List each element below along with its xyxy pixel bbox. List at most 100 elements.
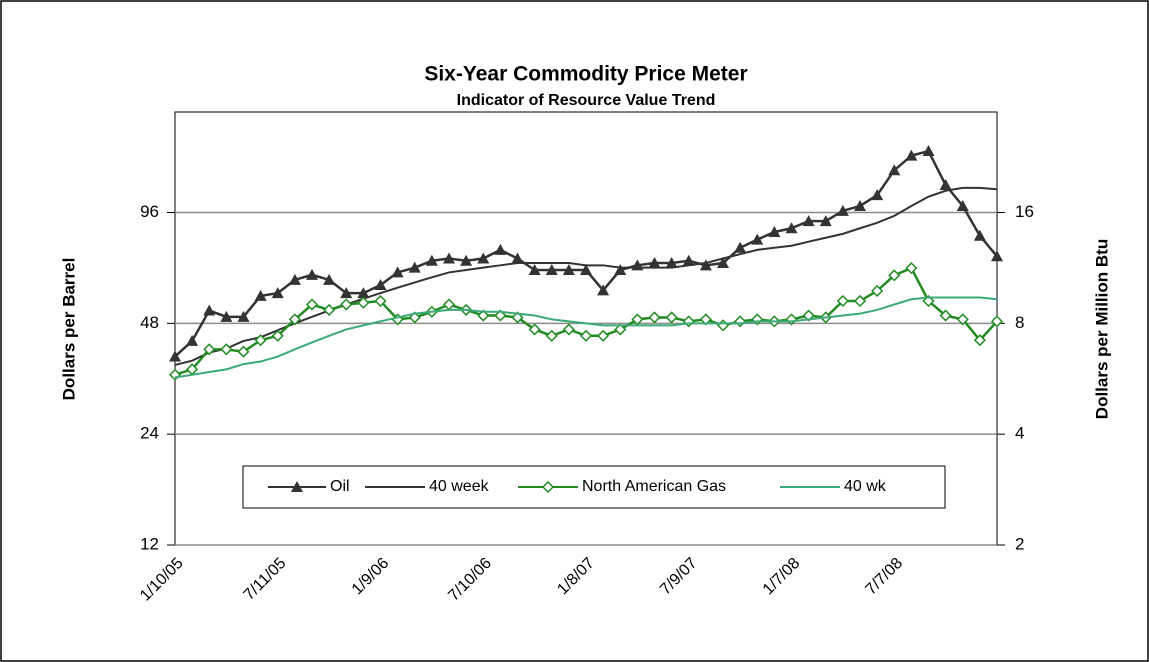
data-point: [579, 329, 593, 342]
data-point: [545, 264, 558, 276]
y-tick-label: 96: [140, 202, 159, 221]
data-point: [665, 257, 678, 269]
data-point: [699, 313, 712, 326]
data-point: [990, 315, 1004, 328]
data-point: [905, 262, 918, 275]
legend-label: 40 week: [429, 478, 490, 495]
data-point: [408, 311, 421, 324]
data-point: [357, 287, 370, 299]
data-point: [939, 309, 952, 322]
data-point: [699, 259, 712, 271]
y2-tick-label: 8: [1015, 313, 1024, 332]
data-point: [888, 269, 901, 282]
data-point: [288, 273, 301, 285]
data-point: [391, 266, 404, 278]
data-point: [425, 254, 438, 266]
data-point: [836, 294, 849, 308]
data-point: [528, 264, 541, 276]
data-point: [306, 268, 318, 280]
data-point: [340, 298, 353, 311]
data-point: [203, 343, 216, 356]
data-point: [871, 189, 884, 201]
data-point: [854, 199, 866, 211]
data-point: [220, 310, 233, 322]
data-point: [853, 294, 867, 308]
data-point: [562, 264, 575, 276]
data-point: [271, 287, 284, 299]
data-point: [682, 254, 695, 266]
y-tick-label: 12: [140, 534, 159, 553]
data-point: [597, 284, 610, 296]
y-axis-label: Dollars per Barrel: [59, 258, 78, 401]
data-point: [802, 215, 815, 227]
data-point: [305, 298, 319, 311]
data-point: [956, 313, 969, 326]
data-point: [169, 350, 181, 362]
data-point: [237, 345, 250, 358]
data-point: [443, 252, 455, 264]
data-point: [357, 296, 370, 309]
data-point: [237, 310, 250, 322]
data-point: [271, 329, 284, 342]
data-point: [922, 145, 935, 157]
data-point: [323, 303, 336, 316]
data-point: [836, 204, 849, 216]
chart-subtitle: Indicator of Resource Value Trend: [457, 92, 716, 109]
data-point: [477, 309, 490, 322]
data-point: [973, 229, 986, 241]
data-point: [597, 329, 610, 342]
legend-label: Oil: [330, 478, 350, 495]
data-point: [768, 225, 781, 237]
data-point: [922, 294, 935, 308]
data-point: [665, 311, 678, 324]
data-point: [340, 287, 353, 299]
data-point: [939, 179, 952, 191]
data-point: [186, 334, 199, 346]
data-point: [528, 323, 541, 336]
data-point: [288, 313, 301, 326]
chart-title: Six-Year Commodity Price Meter: [424, 63, 747, 86]
data-point: [477, 252, 490, 264]
data-point: [734, 241, 747, 253]
data-point: [717, 257, 729, 269]
data-point: [323, 273, 336, 285]
data-point: [374, 294, 387, 308]
data-point: [614, 323, 627, 336]
y2-tick-label: 4: [1015, 424, 1024, 443]
data-point: [220, 343, 233, 356]
data-point: [374, 279, 387, 291]
data-point: [168, 368, 182, 381]
legend-label: North American Gas: [582, 478, 726, 495]
data-point: [545, 329, 558, 342]
data-point: [494, 309, 507, 322]
series-line: [174, 186, 998, 366]
data-point: [408, 261, 421, 273]
data-point: [648, 257, 661, 269]
series-line: [174, 296, 998, 379]
y2-tick-label: 16: [1015, 202, 1034, 221]
y2-tick-label: 2: [1015, 534, 1024, 553]
data-point: [785, 222, 798, 234]
data-point: [871, 284, 884, 297]
data-point: [580, 264, 592, 276]
data-point: [494, 243, 507, 255]
y-tick-label: 24: [140, 424, 159, 443]
data-point: [254, 334, 267, 347]
data-point: [254, 289, 267, 301]
legend-marker: [291, 481, 303, 492]
data-point: [511, 311, 524, 324]
data-point: [905, 149, 918, 161]
legend-marker: [541, 480, 555, 494]
y-tick-label: 48: [140, 313, 159, 332]
data-point: [888, 164, 901, 176]
legend-label: 40 wk: [844, 478, 887, 495]
data-point: [956, 199, 969, 211]
data-point: [203, 304, 216, 316]
y2-axis-label: Dollars per Million Btu: [1092, 239, 1111, 419]
data-point: [460, 254, 473, 266]
data-point: [991, 250, 1003, 262]
data-point: [819, 215, 832, 227]
data-point: [511, 252, 524, 264]
data-point: [648, 311, 661, 324]
